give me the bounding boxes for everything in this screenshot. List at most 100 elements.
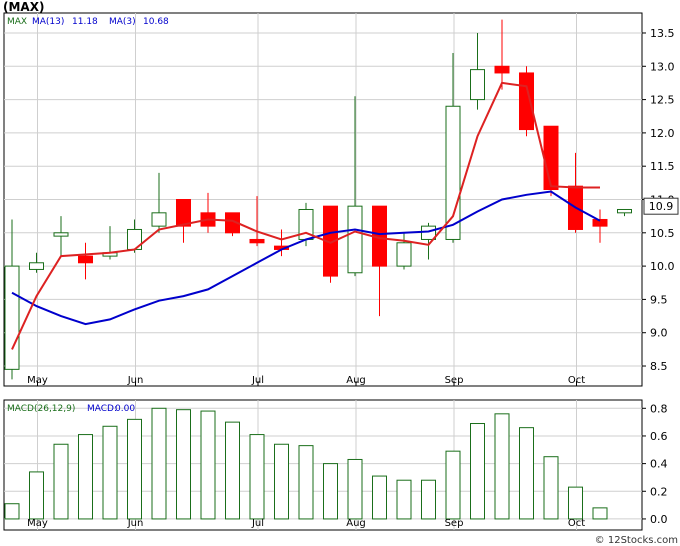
price-y-tick-label: 10.5 — [650, 227, 675, 240]
ma3-line — [11, 190, 601, 326]
price-x-tick-label: Oct — [568, 375, 585, 386]
macd-bar — [519, 427, 534, 520]
candle-body-up — [347, 205, 363, 274]
price-grid — [4, 13, 642, 386]
macd-bar — [274, 443, 289, 520]
candle — [396, 232, 412, 270]
candle — [347, 96, 363, 277]
macd-x-tick-label: Jul — [251, 518, 264, 529]
macd-bar — [592, 507, 608, 520]
candle-body-up — [445, 105, 461, 240]
price-x-tick-label: Aug — [346, 375, 366, 386]
macd-bar — [127, 418, 142, 520]
candle-body-up — [53, 232, 69, 237]
macd-bar — [151, 407, 167, 520]
candle — [372, 205, 387, 317]
candle — [78, 242, 93, 280]
price-y-tick-label: 13.0 — [650, 60, 675, 73]
candle — [470, 32, 485, 110]
candle-body-up — [396, 242, 412, 267]
price-y-tick-label: 10.0 — [650, 260, 675, 273]
candle-body-up — [4, 265, 20, 370]
last-price-label: 10.9 — [649, 200, 674, 213]
ma13-legend-value: 11.18 — [72, 17, 98, 27]
price-y-tick-label: 13.5 — [650, 27, 675, 40]
legend-symbol: MAX — [7, 17, 27, 27]
candle — [323, 205, 338, 283]
price-y-tick-label: 9.0 — [650, 327, 668, 340]
macd-x-tick-label: Jun — [127, 518, 144, 529]
price-panel: 8.59.09.510.010.511.011.512.012.513.013.… — [3, 12, 679, 387]
macd-y-tick-label: 0.0 — [650, 513, 668, 526]
macd-bar — [176, 409, 191, 520]
macd-bar — [470, 423, 485, 520]
candle — [519, 66, 534, 137]
watermark-text: © 12Stocks.com — [595, 535, 678, 546]
candle — [225, 212, 240, 237]
candle — [249, 196, 265, 247]
macd-bar — [200, 410, 216, 520]
candle-body-up — [151, 212, 167, 227]
macd-panel: 0.0 0.2 0.4 0.6 0.8 May Jun Jul Aug Sep Oct — [3, 399, 668, 531]
macd-y-tick-labels: 0.0 0.2 0.4 0.6 0.8 — [642, 402, 668, 526]
macd-bar — [78, 434, 93, 520]
macd-legend-macd-value: 0.00 — [115, 404, 135, 414]
price-x-tick-label: Jun — [127, 375, 144, 386]
macd-bar — [225, 421, 240, 520]
price-y-tick-label: 11.5 — [650, 160, 675, 173]
price-x-tick-label: Jul — [251, 375, 264, 386]
ma3-legend-value: 10.68 — [143, 17, 169, 27]
macd-bar — [445, 450, 461, 520]
macd-x-tick-label: May — [27, 518, 48, 529]
candle — [592, 209, 608, 243]
macd-y-tick-label: 0.4 — [650, 458, 668, 471]
ticker-title: (MAX) — [3, 0, 44, 14]
macd-bar — [4, 503, 20, 520]
macd-bar — [494, 413, 510, 520]
macd-bar — [543, 456, 559, 520]
macd-bar — [372, 475, 387, 520]
macd-bar — [249, 434, 265, 520]
macd-bar — [347, 458, 363, 520]
macd-x-tick-labels: May Jun Jul Aug Sep Oct — [27, 518, 585, 529]
macd-legend-macd-label: MACD: — [87, 404, 117, 414]
price-y-tick-label: 12.0 — [650, 127, 675, 140]
macd-bar — [396, 479, 412, 520]
macd-x-tick-label: Aug — [346, 518, 366, 529]
candle-body-up — [470, 69, 485, 101]
candle-body-down — [176, 199, 191, 227]
candle-body-down — [592, 218, 608, 227]
candle — [53, 216, 69, 257]
ma3-legend-label: MA(3) — [109, 17, 136, 27]
candle — [494, 19, 510, 90]
macd-y-tick-label: 0.6 — [650, 430, 668, 443]
price-y-tick-label: 9.5 — [650, 293, 668, 306]
price-x-tick-labels: May Jun Jul Aug Sep Oct — [27, 375, 585, 386]
price-x-tick-label: Sep — [445, 375, 464, 386]
last-price-box — [643, 197, 679, 215]
candle-body-up — [421, 225, 436, 240]
macd-y-tick-label: 0.2 — [650, 485, 668, 498]
candle-body-down — [543, 125, 559, 191]
candle — [176, 199, 191, 243]
price-y-tick-label: 12.5 — [650, 94, 675, 107]
candle-body-up — [29, 262, 44, 270]
macd-bar — [29, 471, 44, 520]
last-price-marker: 10.9 — [643, 197, 679, 215]
macd-bar — [323, 463, 338, 520]
candle-body-up — [617, 208, 632, 214]
macd-bar — [568, 486, 583, 520]
candle-body-down — [323, 205, 338, 277]
macd-y-tick-label: 0.8 — [650, 402, 668, 415]
price-y-tick-labels: 8.59.09.510.010.511.011.512.012.513.013.… — [642, 27, 675, 373]
macd-x-tick-label: Oct — [568, 518, 585, 529]
candle — [617, 208, 632, 217]
candle-body-down — [519, 72, 534, 131]
price-y-tick-label: 8.5 — [650, 360, 668, 373]
macd-bar — [421, 479, 436, 520]
price-x-tick-label: May — [27, 375, 48, 386]
macd-bar — [102, 425, 118, 520]
macd-bar — [53, 443, 69, 520]
macd-x-tick-label: Sep — [445, 518, 464, 529]
candle — [29, 252, 44, 273]
